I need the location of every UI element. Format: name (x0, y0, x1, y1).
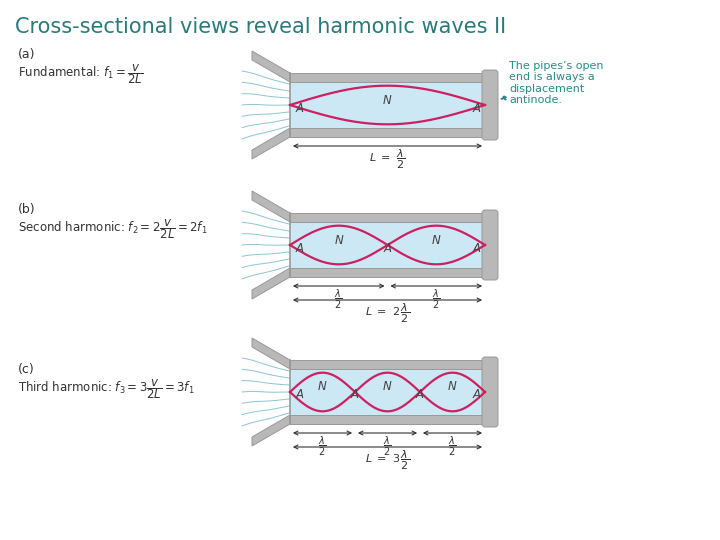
Polygon shape (252, 128, 290, 159)
Bar (290, 360, 485, 369)
Bar (290, 415, 485, 424)
Text: A: A (473, 102, 481, 114)
FancyBboxPatch shape (482, 70, 498, 140)
Bar (485, 73, 496, 137)
Text: N: N (383, 381, 392, 394)
Text: Fundamental: $f_1 = \dfrac{v}{2L}$: Fundamental: $f_1 = \dfrac{v}{2L}$ (18, 62, 143, 86)
Text: $L\ =\ 3\,\dfrac{\lambda}{2}$: $L\ =\ 3\,\dfrac{\lambda}{2}$ (365, 449, 410, 472)
Polygon shape (252, 191, 290, 222)
Text: A: A (416, 388, 424, 402)
Text: N: N (318, 381, 327, 394)
Text: A: A (296, 388, 304, 402)
Bar (485, 360, 496, 424)
Text: N: N (383, 93, 392, 106)
Text: (a): (a) (18, 48, 35, 61)
Text: A: A (296, 102, 304, 114)
Bar (485, 213, 496, 277)
FancyBboxPatch shape (482, 210, 498, 280)
Bar (290, 128, 485, 137)
Bar (290, 213, 485, 222)
Text: N: N (432, 233, 441, 246)
Text: Cross-sectional views reveal harmonic waves II: Cross-sectional views reveal harmonic wa… (15, 17, 506, 37)
Text: $L\ =\ \dfrac{\lambda}{2}$: $L\ =\ \dfrac{\lambda}{2}$ (369, 148, 405, 172)
Polygon shape (252, 338, 290, 369)
Polygon shape (252, 51, 290, 82)
Text: The pipes’s open
end is always a
displacement
antinode.: The pipes’s open end is always a displac… (501, 60, 603, 105)
Bar (290, 82, 485, 128)
Text: A: A (296, 241, 304, 254)
FancyBboxPatch shape (482, 357, 498, 427)
Text: A: A (384, 241, 392, 254)
Text: A: A (473, 388, 481, 402)
Text: Second harmonic: $f_2 = 2\dfrac{v}{2L} = 2f_1$: Second harmonic: $f_2 = 2\dfrac{v}{2L} =… (18, 217, 207, 241)
Text: $\dfrac{\lambda}{2}$: $\dfrac{\lambda}{2}$ (383, 435, 392, 458)
Text: (b): (b) (18, 203, 35, 216)
Bar (290, 268, 485, 277)
Text: $\dfrac{\lambda}{2}$: $\dfrac{\lambda}{2}$ (318, 435, 327, 458)
Bar (290, 73, 485, 82)
Text: $L\ =\ 2\,\dfrac{\lambda}{2}$: $L\ =\ 2\,\dfrac{\lambda}{2}$ (365, 302, 410, 326)
Polygon shape (252, 415, 290, 446)
Text: A: A (473, 241, 481, 254)
Text: $\dfrac{\lambda}{2}$: $\dfrac{\lambda}{2}$ (334, 288, 343, 311)
Polygon shape (252, 268, 290, 299)
Text: A: A (351, 388, 359, 402)
Text: Third harmonic: $f_3 = 3\dfrac{v}{2L} = 3f_1$: Third harmonic: $f_3 = 3\dfrac{v}{2L} = … (18, 377, 194, 401)
Text: (c): (c) (18, 363, 35, 376)
Text: N: N (334, 233, 343, 246)
Text: $\dfrac{\lambda}{2}$: $\dfrac{\lambda}{2}$ (448, 435, 456, 458)
Bar (290, 369, 485, 415)
Bar (290, 222, 485, 268)
Text: $\dfrac{\lambda}{2}$: $\dfrac{\lambda}{2}$ (432, 288, 441, 311)
Text: N: N (448, 381, 457, 394)
